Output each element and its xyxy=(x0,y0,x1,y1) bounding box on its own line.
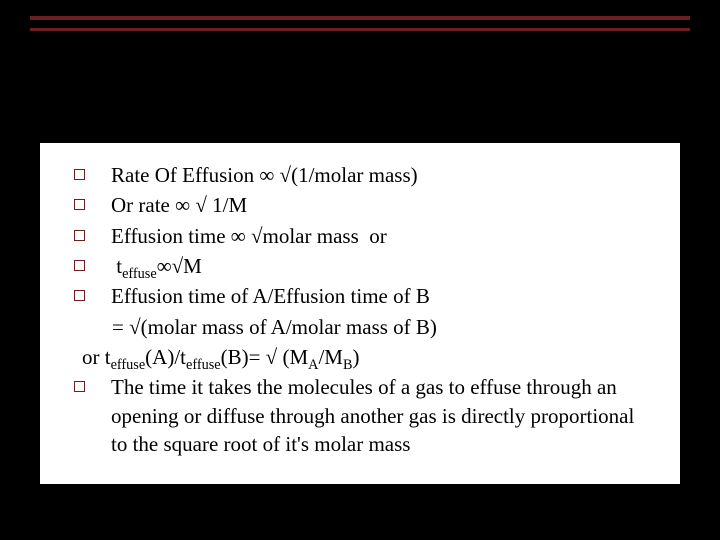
square-bullet-icon xyxy=(74,169,85,180)
bullet-list-2: The time it takes the molecules of a gas… xyxy=(68,373,652,458)
square-bullet-icon xyxy=(74,381,85,392)
list-item: Rate Of Effusion ∞ √(1/molar mass) xyxy=(68,161,652,189)
list-item: Effusion time of A/Effusion time of B xyxy=(68,282,652,310)
bullet-text: The time it takes the molecules of a gas… xyxy=(111,373,652,458)
bullet-text: Effusion time ∞ √molar mass or xyxy=(111,222,652,250)
title-rule-top xyxy=(30,16,690,20)
square-bullet-icon xyxy=(74,199,85,210)
or-line: or teffuse(A)/teffuse(B)= √ (MA/MB) xyxy=(68,343,652,371)
bullet-text: Or rate ∞ √ 1/M xyxy=(111,191,652,219)
square-bullet-icon xyxy=(74,230,85,241)
list-item: teffuse∞√M xyxy=(68,252,652,280)
bullet-text: teffuse∞√M xyxy=(111,252,652,280)
bullet-text: Rate Of Effusion ∞ √(1/molar mass) xyxy=(111,161,652,189)
content-card: Rate Of Effusion ∞ √(1/molar mass) Or ra… xyxy=(40,140,680,484)
continuation-line: = √(molar mass of A/molar mass of B) xyxy=(68,313,652,341)
bullet-list-1: Rate Of Effusion ∞ √(1/molar mass) Or ra… xyxy=(68,161,652,311)
square-bullet-icon xyxy=(74,260,85,271)
bullet-text: Effusion time of A/Effusion time of B xyxy=(111,282,652,310)
list-item: Or rate ∞ √ 1/M xyxy=(68,191,652,219)
square-bullet-icon xyxy=(74,290,85,301)
list-item: The time it takes the molecules of a gas… xyxy=(68,373,652,458)
list-item: Effusion time ∞ √molar mass or xyxy=(68,222,652,250)
title-rule-bottom xyxy=(30,28,690,31)
